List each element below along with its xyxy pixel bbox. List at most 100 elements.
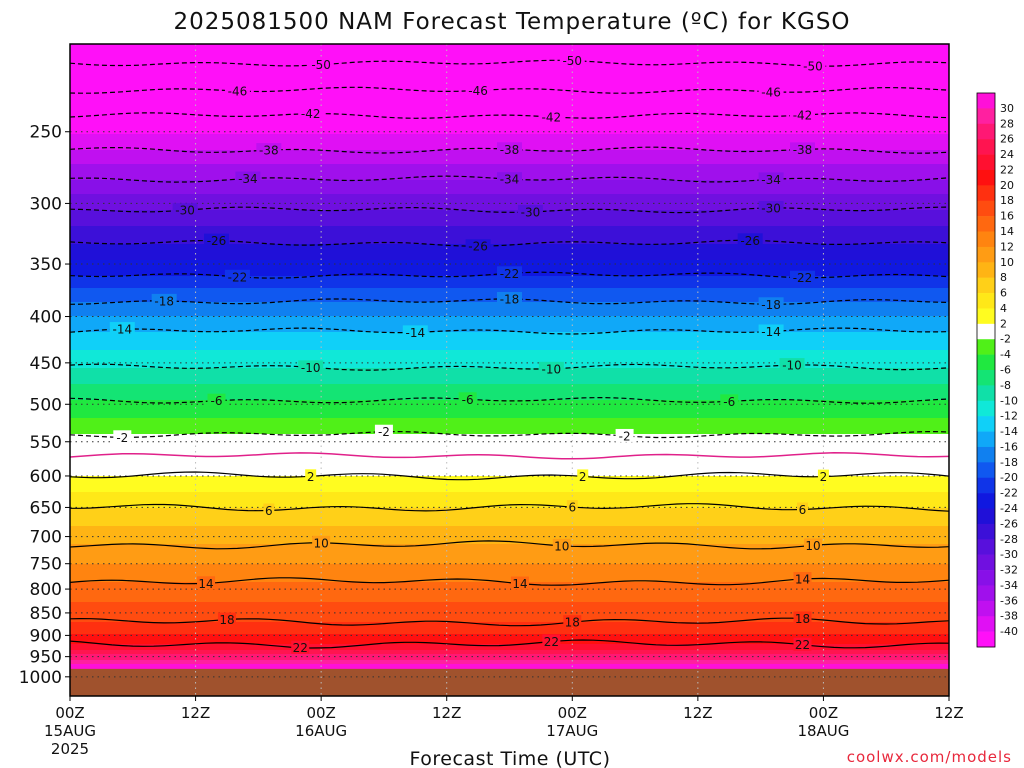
temperature-band [70,408,949,411]
temperature-band [70,612,949,615]
temperature-band [70,598,949,601]
temperature-band [70,332,949,335]
temperature-band [70,590,949,593]
isotherm-label-bg [758,200,784,214]
isotherm-label: 2 [820,470,828,484]
isotherm-label-bg [204,233,229,247]
x-tick-date: 18AUG [797,722,849,740]
temperature-band [70,582,949,585]
colorbar-tick-label: -22 [1000,487,1018,500]
x-tick-time: 12Z [432,704,461,722]
isotherm-label-bg [779,358,805,372]
colorbar-swatch [977,200,995,217]
temperature-band [70,360,949,363]
temperature-band [70,616,949,619]
temperature-band [70,206,949,209]
temperature-band [70,618,949,621]
temperature-band [70,458,949,461]
x-tick-time: 00Z [55,704,84,722]
isotherm-label-bg [793,572,812,586]
isotherm-line [70,206,949,214]
temperature-band [70,74,949,77]
temperature-band [70,200,949,203]
temperature-band [70,430,949,433]
temperature-band [70,58,949,61]
temperature-band [70,184,949,187]
temperature-band [70,524,949,527]
temperature-band [70,84,949,87]
isotherm-label: -42 [793,109,813,123]
colorbar-tick-label: -10 [1000,394,1018,407]
colorbar-swatch [977,585,995,602]
temperature-band [70,604,949,607]
temperature-band [70,348,949,351]
temperature-band [70,228,949,231]
colorbar-tick-label: 30 [1000,102,1014,115]
temperature-band [70,350,949,353]
temperature-band [70,552,949,555]
plot-frame [69,43,950,697]
temperature-band [70,122,949,125]
isotherm-label: 10 [554,539,569,553]
isotherm-label-bg [291,640,310,654]
temperature-band [70,282,949,285]
temperature-band [70,134,949,137]
y-axis-ticks: 2503003504004505005506006507007508008509… [19,123,70,688]
temperature-band [70,574,949,577]
colorbar-tick-label: -16 [1000,440,1018,453]
isotherm-label: -22 [500,267,520,281]
isotherm-line [70,175,949,183]
temperature-band [70,256,949,259]
temperature-band [70,576,949,579]
x-tick-date: 16AUG [295,722,347,740]
temperature-band [70,630,949,633]
temperature-band [70,410,949,413]
colorbar-tick-label: -36 [1000,594,1018,607]
colorbar-tick-label: -4 [1000,348,1011,361]
isotherm-label-bg [298,360,324,374]
colorbar-swatch [977,477,995,494]
colorbar-swatch [977,185,995,202]
isotherm-label-bg [542,634,561,648]
isotherm-label: -50 [311,58,331,72]
temperature-band [70,388,949,391]
temperature-band [70,258,949,261]
temperature-band [70,384,949,387]
isotherm-label-bg [577,469,589,483]
temperature-band [70,208,949,211]
y-tick-label: 800 [30,580,62,600]
temperature-band [70,626,949,629]
isotherm-label-bg [305,469,317,483]
temperature-band [70,600,949,603]
colorbar-swatch [977,108,995,125]
isotherm-label: -14 [406,326,426,340]
isotherm-label: -38 [500,143,520,157]
temperature-band [70,426,949,429]
isotherm-label: 10 [314,536,329,550]
isotherm-label: -10 [782,359,802,373]
isotherm-label-bg [517,204,543,218]
temperature-band [70,50,949,53]
temperature-band [70,108,949,111]
temperature-band [70,322,949,325]
temperature-band [70,490,949,493]
isotherm-label: -10 [542,362,562,376]
temperature-band [70,368,949,371]
temperature-band [70,188,949,191]
temperature-band [70,494,949,497]
x-tick-time: 12Z [934,704,963,722]
temperature-band [70,416,949,419]
isotherm-label: -18 [154,294,174,308]
temperature-band [70,440,949,443]
x-tick-date: 17AUG [546,722,598,740]
temperature-band [70,460,949,463]
temperature-band [70,168,949,171]
colorbar-swatch [977,93,995,109]
x-tick-time: 12Z [181,704,210,722]
colorbar-frame [976,92,996,648]
temperature-band [70,52,949,55]
temperature-band [70,452,949,455]
temperature-band [70,212,949,215]
